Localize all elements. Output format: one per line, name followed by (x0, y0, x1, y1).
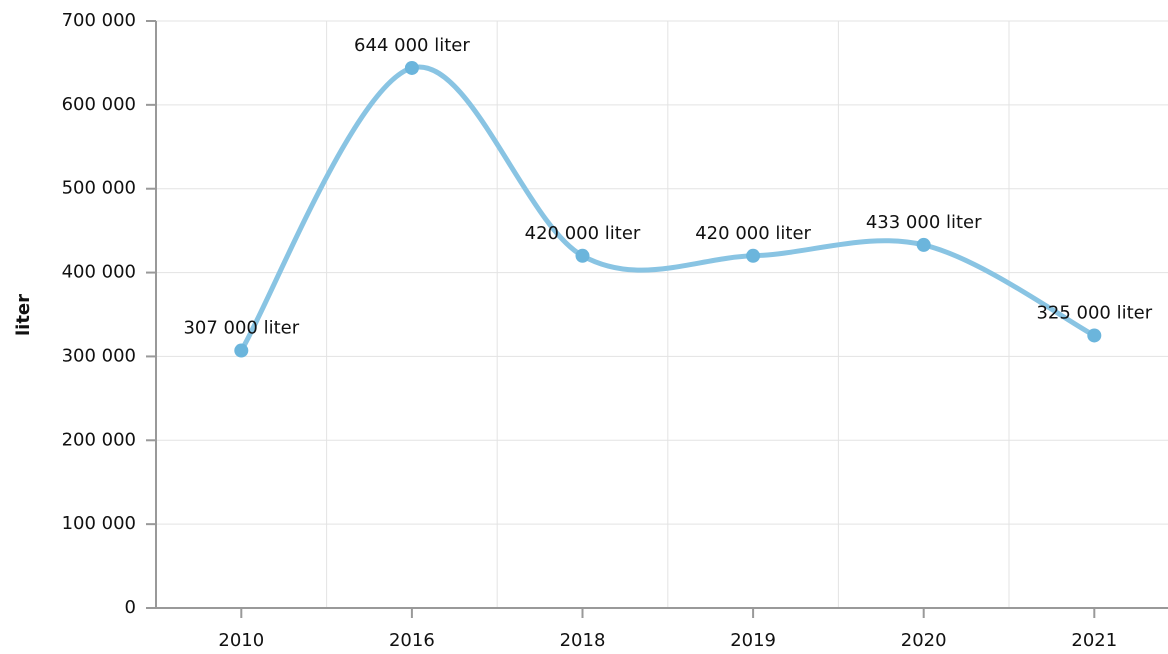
line (238, 64, 1097, 354)
y-tick-label: 700 000 (62, 10, 136, 31)
data-label: 420 000 liter (525, 223, 641, 244)
point (234, 343, 249, 358)
y-tick-label: 200 000 (62, 429, 136, 450)
x-tick-label: 2018 (560, 630, 606, 651)
x-tick-label: 2021 (1071, 630, 1117, 651)
data-label: 307 000 liter (183, 318, 299, 339)
y-tick-label: 0 (125, 597, 136, 618)
x-tick-label: 2010 (218, 630, 264, 651)
y-tick-label: 600 000 (62, 94, 136, 115)
y-tick-label: 400 000 (62, 262, 136, 283)
data-label: 420 000 liter (695, 223, 811, 244)
point (746, 248, 761, 263)
point (1087, 328, 1102, 343)
y-axis-title: liter (13, 294, 34, 336)
point (404, 60, 419, 75)
x-tick-label: 2019 (730, 630, 776, 651)
y-tick-label: 500 000 (62, 178, 136, 199)
data-label: 644 000 liter (354, 35, 470, 56)
data-label: 433 000 liter (866, 212, 982, 233)
point (916, 237, 931, 252)
y-tick-label: 300 000 (62, 345, 136, 366)
x-tick-label: 2020 (901, 630, 947, 651)
data-label: 325 000 liter (1036, 302, 1152, 323)
point (575, 248, 590, 263)
y-tick-label: 100 000 (62, 513, 136, 534)
x-tick-label: 2016 (389, 630, 435, 651)
